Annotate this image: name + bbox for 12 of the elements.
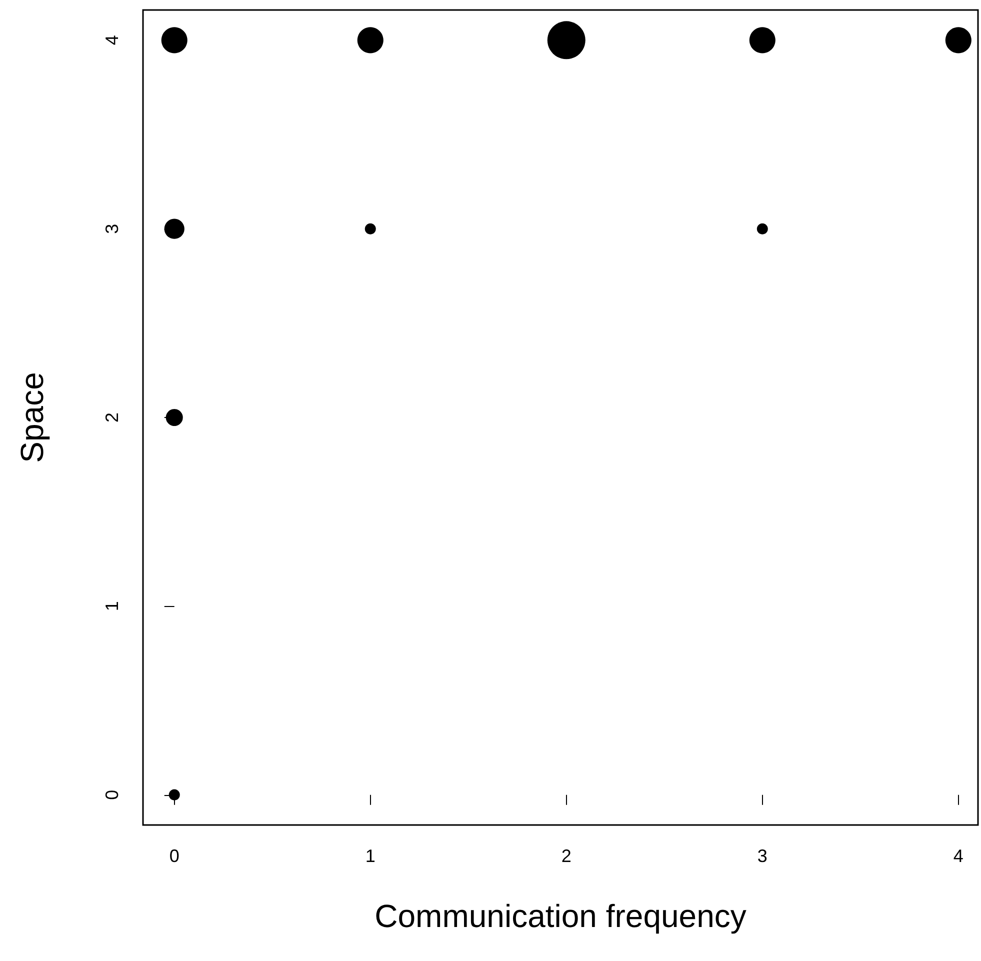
x-tick-label: 1	[365, 846, 376, 866]
y-tick-label: 2	[102, 412, 122, 423]
y-axis-title: Space	[14, 372, 50, 463]
y-tick-label: 1	[102, 601, 122, 612]
x-tick-label: 4	[953, 846, 964, 866]
x-tick-label: 2	[561, 846, 572, 866]
x-tick-label: 0	[169, 846, 180, 866]
x-axis-title: Communication frequency	[374, 898, 746, 934]
y-tick-label: 3	[102, 224, 122, 234]
x-tick-label: 3	[757, 846, 768, 866]
y-tick-label: 0	[102, 790, 122, 800]
y-tick-label: 4	[102, 35, 122, 46]
